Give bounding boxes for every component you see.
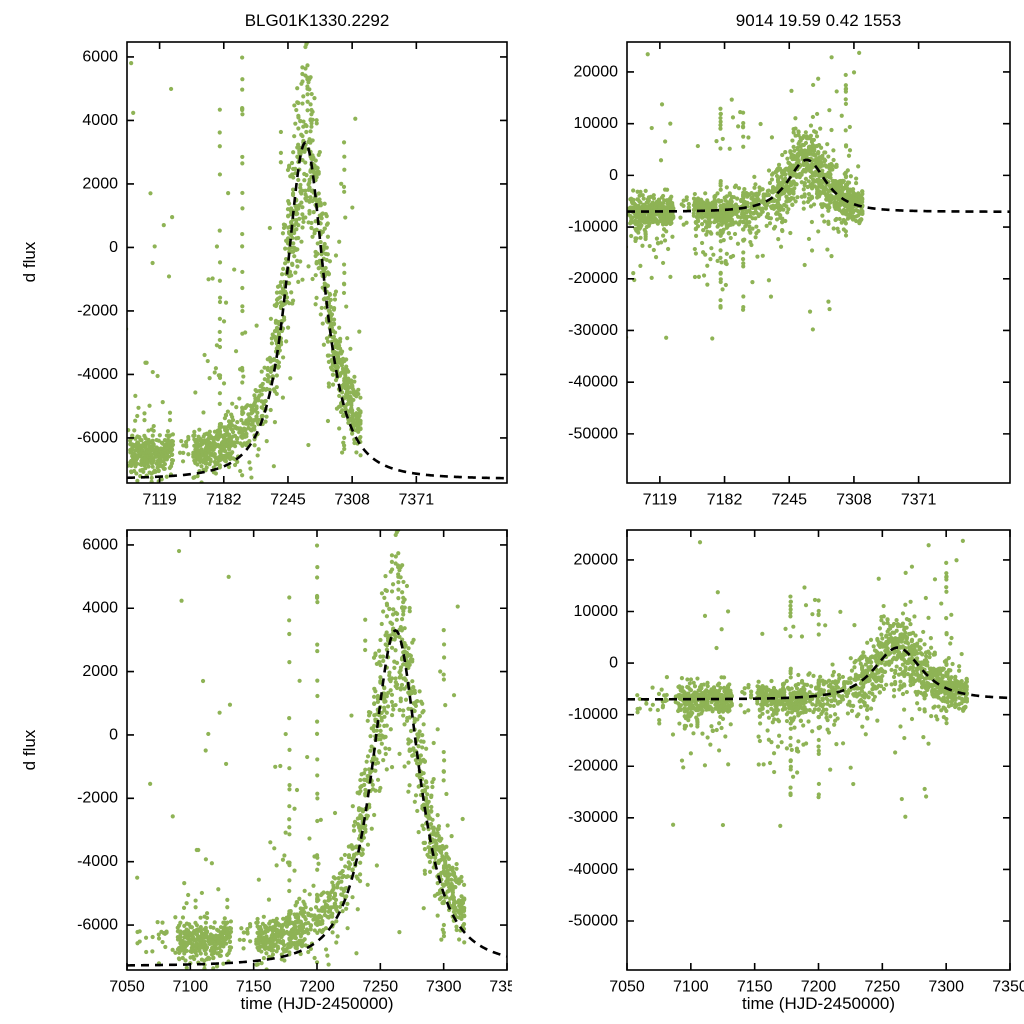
scatter-plot-top-left [0, 0, 512, 512]
x-axis-label-bottom-left: time (HJD-2450000) [240, 994, 394, 1013]
x-axis-label-bottom-right: time (HJD-2450000) [741, 994, 896, 1013]
scatter-plot-top-right [512, 0, 1024, 512]
scatter-plot-bottom-right [512, 512, 1024, 1024]
scatter-plot-bottom-left [0, 512, 512, 1024]
